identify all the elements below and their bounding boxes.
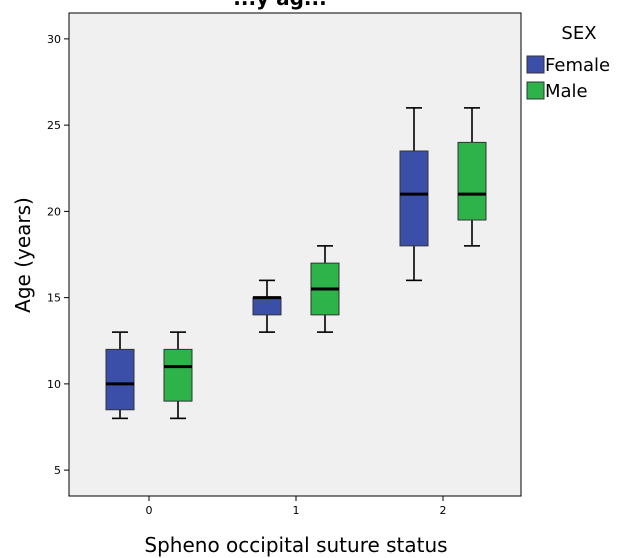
iqr-box: [105, 348, 135, 411]
y-tick-label: 25: [47, 119, 61, 132]
boxes: [105, 107, 487, 420]
legend-swatch-female: [526, 55, 545, 74]
legend-title: SEX: [561, 23, 596, 44]
plot-area: [68, 12, 522, 497]
x-axis-title: Spheno occipital suture status: [144, 533, 447, 557]
box-female-0: [105, 331, 135, 420]
y-tick-label: 30: [47, 33, 61, 46]
y-axis: 5 10 15 20 25 30: [47, 33, 69, 477]
y-tick-label: 20: [47, 205, 61, 218]
iqr-box: [163, 348, 193, 402]
chart-title: ...y ag...: [233, 0, 326, 10]
legend-label-female: Female: [545, 55, 610, 76]
legend: SEX Female Male: [526, 23, 610, 102]
box-male-1: [310, 245, 340, 333]
y-axis-title: Age (years): [11, 197, 35, 313]
y-tick-label: 15: [47, 292, 61, 305]
legend-label-male: Male: [545, 81, 588, 102]
iqr-box: [399, 150, 429, 247]
box-male-0: [163, 331, 193, 420]
box-male-2: [457, 107, 487, 247]
y-tick-label: 10: [47, 378, 61, 391]
x-tick-label: 2: [440, 504, 447, 517]
x-tick-label: 0: [146, 504, 153, 517]
box-female-1: [252, 279, 282, 333]
iqr-box: [457, 141, 487, 221]
legend-swatch-male: [526, 81, 545, 100]
y-tick-label: 5: [54, 464, 61, 477]
iqr-box: [252, 297, 282, 316]
box-female-2: [399, 107, 429, 282]
x-tick-label: 1: [293, 504, 300, 517]
x-axis: 0 1 2: [146, 496, 447, 517]
